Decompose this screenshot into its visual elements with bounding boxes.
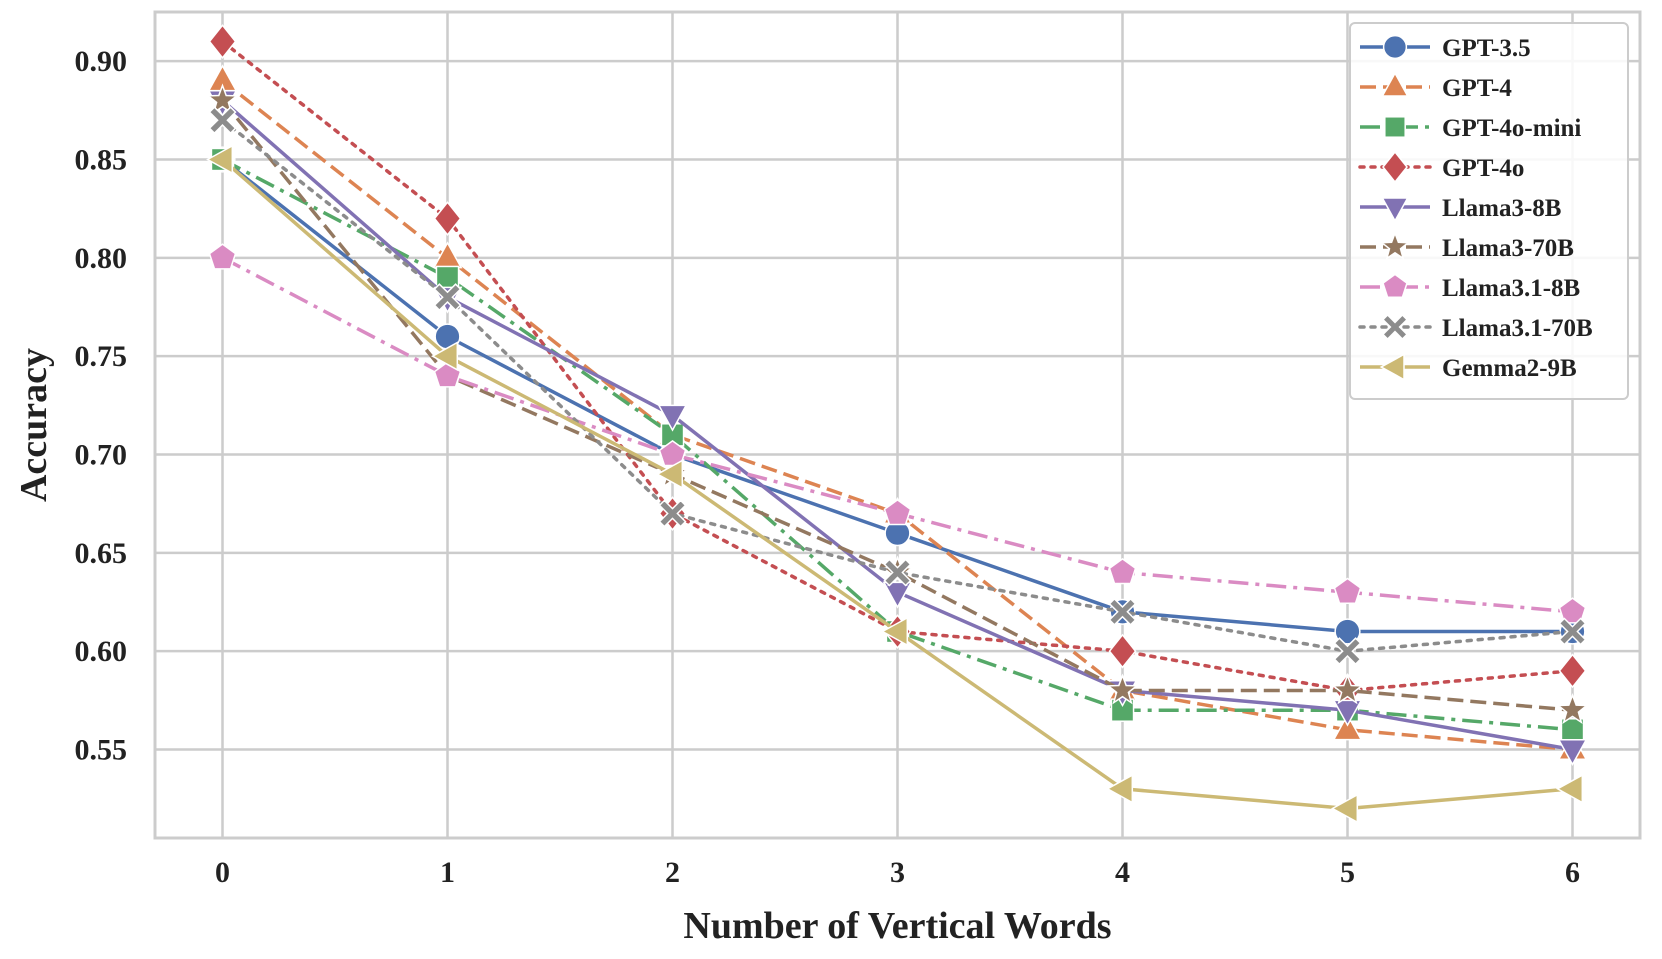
data-point-gpt-4	[1332, 713, 1363, 741]
series-lines	[206, 24, 1589, 824]
data-point-gemma2-9b	[206, 144, 234, 175]
legend-entry-llama3-70b: Llama3-70B	[1360, 231, 1574, 262]
data-point-gemma2-9b	[431, 341, 459, 372]
data-point-llama3-8b	[1557, 738, 1588, 766]
series-llama3-1-8b	[208, 243, 1587, 624]
legend-entry-gpt-4o-mini: GPT-4o-mini	[1360, 115, 1581, 142]
data-point-gpt-4o	[433, 201, 462, 237]
y-tick-label: 0.60	[75, 635, 128, 668]
data-point-llama3-1-8b	[1558, 597, 1587, 624]
data-point-gpt-3-5	[1334, 618, 1361, 645]
y-tick-label: 0.90	[75, 45, 128, 78]
legend-label: GPT-4o	[1442, 155, 1524, 182]
x-axis-title: Number of Vertical Words	[683, 905, 1111, 947]
legend-label: Llama3-8B	[1442, 195, 1561, 222]
data-point-gpt-4o	[1558, 653, 1587, 689]
legend-marker	[1381, 197, 1409, 223]
x-tick-label: 4	[1115, 856, 1130, 889]
legend-marker	[1379, 231, 1411, 260]
data-point-llama3-70b	[1331, 673, 1364, 705]
data-point-llama3-1-70b	[433, 283, 462, 312]
data-point-llama3-1-8b	[1333, 577, 1362, 604]
y-axis-title: Accuracy	[13, 348, 55, 502]
y-tick-label: 0.80	[75, 242, 128, 275]
data-point-llama3-8b	[1332, 699, 1363, 727]
data-point-gpt-4o	[1108, 633, 1137, 669]
legend-marker	[1381, 71, 1409, 97]
data-point-llama3-1-70b	[1558, 617, 1587, 646]
legend: GPT-3.5 GPT-4 GPT-4o-mini GPT-4o Llama3-8B Ll…	[1349, 22, 1629, 400]
legend-entry-llama3-8b: Llama3-8B	[1360, 195, 1561, 223]
data-point-gemma2-9b	[1105, 773, 1134, 804]
x-tick-label: 2	[665, 856, 680, 889]
data-point-gpt-4o	[208, 24, 237, 60]
data-point-llama3-1-8b	[1108, 557, 1137, 585]
legend-entry-gemma2-9b: Gemma2-9B	[1360, 353, 1577, 382]
x-tick-label: 5	[1340, 856, 1355, 889]
x-tick-label: 0	[215, 856, 230, 889]
y-tick-label: 0.75	[75, 340, 128, 373]
legend-entry-llama3-1-70b: Llama3.1-70B	[1358, 313, 1593, 342]
data-point-llama3-1-8b	[208, 243, 237, 270]
data-point-llama3-1-70b	[1108, 597, 1137, 626]
y-axis-ticks: 0.55 0.60 0.65 0.70 0.75 0.80 0.85 0.90	[75, 45, 128, 766]
legend-entry-gpt-4o: GPT-4o	[1358, 150, 1524, 184]
legend-label: Llama3.1-70B	[1442, 315, 1593, 342]
legend-label: Llama3.1-8B	[1442, 275, 1580, 302]
data-point-llama3-8b	[657, 404, 688, 432]
data-point-llama3-1-70b	[208, 106, 237, 135]
data-point-llama3-70b	[206, 83, 239, 115]
data-point-llama3-70b	[1556, 693, 1589, 725]
data-point-gemma2-9b	[655, 459, 684, 490]
series-llama3-1-70b	[208, 106, 1587, 666]
y-tick-label: 0.70	[75, 439, 128, 472]
legend-items: GPT-3.5 GPT-4 GPT-4o-mini GPT-4o Llama3-8B Ll…	[1358, 34, 1593, 382]
x-axis-ticks: 0 1 2 3 4 5 6	[215, 856, 1580, 889]
y-tick-label: 0.85	[75, 144, 128, 177]
legend-entry-llama3-1-8b: Llama3.1-8B	[1360, 273, 1580, 302]
legend-label: GPT-4	[1442, 75, 1512, 102]
x-tick-label: 1	[440, 856, 455, 889]
legend-marker	[1382, 34, 1408, 60]
data-point-llama3-1-8b	[883, 498, 912, 526]
data-point-llama3-70b	[1106, 673, 1139, 705]
legend-entry-gpt-3-5: GPT-3.5	[1360, 34, 1531, 62]
legend-marker	[1379, 353, 1405, 381]
y-tick-label: 0.55	[75, 734, 128, 767]
x-tick-label: 3	[890, 856, 905, 889]
y-tick-label: 0.65	[75, 537, 128, 570]
data-point-gpt-4	[432, 241, 463, 269]
legend-marker	[1384, 116, 1406, 138]
data-point-gemma2-9b	[1555, 773, 1584, 804]
legend-marker	[1382, 150, 1408, 184]
data-point-llama3-1-70b	[658, 499, 687, 528]
data-point-gemma2-9b	[880, 616, 909, 647]
data-point-gemma2-9b	[1330, 793, 1359, 824]
data-point-llama3-1-70b	[883, 558, 912, 587]
data-point-llama3-8b	[882, 581, 913, 609]
plot-area-frame	[153, 10, 1642, 840]
legend-label: GPT-4o-mini	[1442, 115, 1581, 142]
legend-marker	[1382, 273, 1408, 298]
data-point-llama3-1-70b	[1333, 637, 1362, 666]
legend-box	[1349, 22, 1629, 400]
legend-label: GPT-3.5	[1442, 35, 1531, 62]
series-gemma2-9b	[206, 144, 1584, 824]
legend-label: Gemma2-9B	[1442, 355, 1577, 382]
legend-entry-gpt-4: GPT-4	[1360, 71, 1512, 102]
legend-marker	[1381, 313, 1409, 341]
legend-label: Llama3-70B	[1442, 235, 1574, 262]
x-tick-label: 6	[1565, 856, 1580, 889]
